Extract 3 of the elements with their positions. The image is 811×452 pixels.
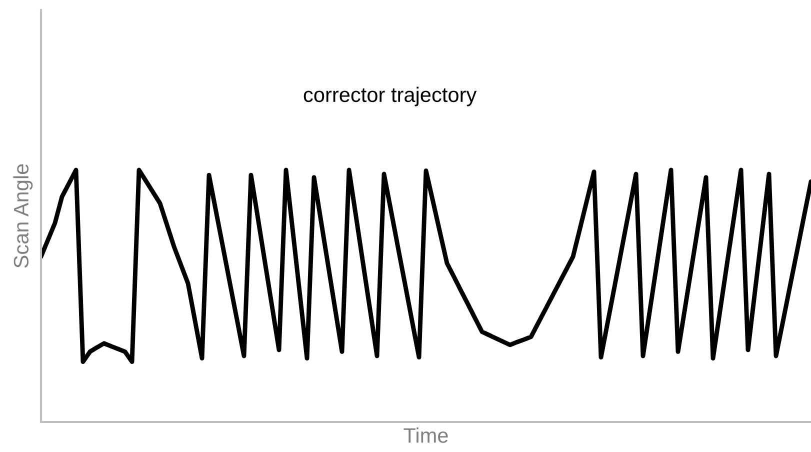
- y-axis-title: Scan Angle: [13, 164, 33, 268]
- x-axis-title: Time: [404, 428, 448, 443]
- chart-title: corrector trajectory: [304, 86, 477, 106]
